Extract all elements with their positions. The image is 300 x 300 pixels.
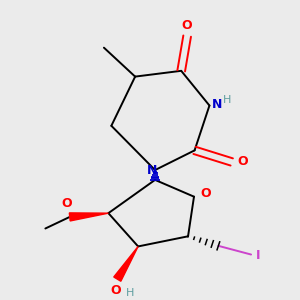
Polygon shape	[69, 213, 108, 221]
Text: H: H	[223, 95, 231, 105]
Text: O: O	[237, 155, 248, 169]
Text: O: O	[182, 19, 193, 32]
Text: O: O	[61, 197, 72, 210]
Text: I: I	[256, 249, 260, 262]
Text: O: O	[200, 187, 211, 200]
Text: N: N	[147, 164, 157, 177]
Text: H: H	[126, 288, 135, 298]
Text: O: O	[110, 284, 121, 297]
Text: N: N	[212, 98, 222, 111]
Polygon shape	[114, 246, 138, 281]
